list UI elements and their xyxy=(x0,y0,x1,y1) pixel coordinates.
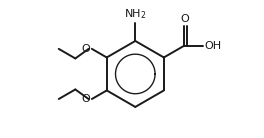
Text: O: O xyxy=(82,44,90,54)
Text: O: O xyxy=(82,94,90,104)
Text: O: O xyxy=(180,14,189,24)
Text: NH$_2$: NH$_2$ xyxy=(124,7,147,21)
Text: OH: OH xyxy=(204,41,221,51)
